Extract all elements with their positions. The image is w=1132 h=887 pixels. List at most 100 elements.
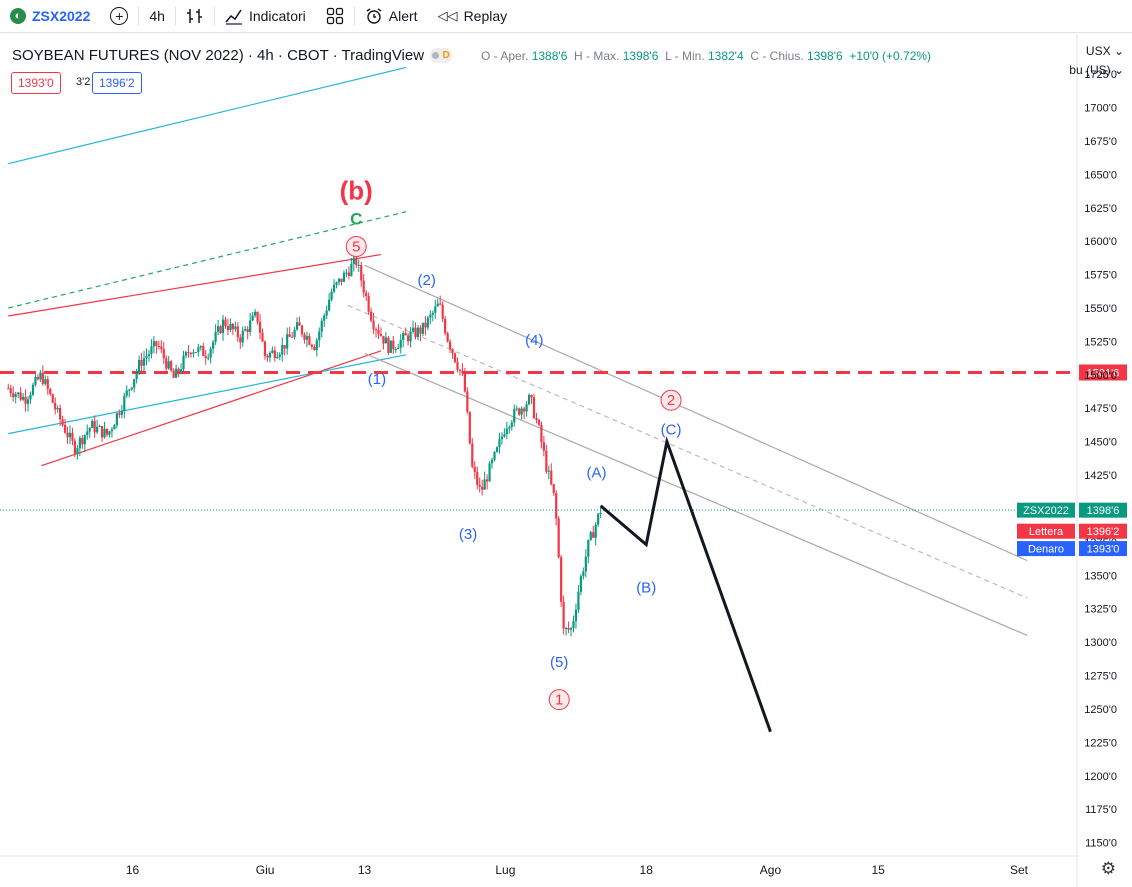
candle-body (399, 339, 402, 348)
candle-body (510, 422, 513, 428)
candle-body (88, 427, 91, 432)
candle-body (155, 341, 158, 346)
projection-path (599, 436, 772, 733)
indicators-button[interactable]: Indicatori (215, 0, 316, 33)
y-tick-label: 1525'0 (1084, 336, 1117, 348)
interval-button[interactable]: 4h (139, 0, 175, 33)
candle-body (305, 336, 309, 340)
candle-body (133, 379, 136, 388)
price-chart[interactable]: 1501'6 (b) C 5 (2) (1) (4) (3) (5) 1 (A) (B) 2 (C) 1… (0, 34, 1132, 887)
price-tag-value: 1393'0 (1087, 544, 1120, 556)
candle-body (562, 601, 565, 629)
currency-selector[interactable]: USX ⌄ (1086, 44, 1124, 58)
price-tag-value-box (1079, 541, 1127, 557)
candle-body (532, 397, 536, 419)
chart-type-button[interactable] (176, 0, 214, 33)
chart-title: SOYBEAN FUTURES (NOV 2022) · 4h · CBOT ·… (12, 47, 425, 64)
candle-body (244, 329, 247, 331)
price-tag-name-box (1017, 502, 1075, 518)
candle-body (357, 264, 360, 266)
candle-body (59, 408, 62, 420)
candle-body (216, 326, 220, 332)
candle-body (564, 628, 568, 630)
wave-label: 1 (555, 692, 563, 709)
y-tick-label: 1725'0 (1084, 69, 1117, 81)
candle-body (594, 524, 597, 538)
candle-body (100, 425, 104, 438)
replay-button[interactable]: ◁◁ Replay (428, 0, 518, 33)
sell-button[interactable]: 1393'0 (11, 72, 61, 94)
candles (7, 251, 602, 637)
toolbar-divider (213, 6, 215, 26)
candle-body (66, 432, 69, 438)
candle-body (513, 408, 516, 423)
symbol-logo-icon: ◐ (10, 8, 26, 24)
candle-body (197, 347, 200, 353)
candle-body (110, 429, 114, 432)
candle-body (374, 329, 378, 331)
candle-body (118, 413, 121, 415)
unit-selector[interactable]: bu (US) ⌄ (1069, 63, 1124, 77)
candle-body (160, 346, 163, 349)
candle-body (542, 442, 545, 451)
alert-button[interactable]: Alert (355, 0, 428, 33)
candle-body (488, 463, 491, 482)
ohlc-open-label: O - Aper. (481, 49, 529, 63)
toolbar-divider (138, 6, 140, 26)
candle-body (471, 443, 474, 467)
candle-body (515, 408, 518, 410)
y-tick-label: 1550'0 (1084, 303, 1117, 315)
candle-body (86, 431, 89, 436)
candle-body (256, 311, 259, 322)
status-dot-icon (432, 52, 440, 59)
candle-body (579, 576, 582, 592)
candle-body (192, 352, 195, 354)
price-tag-name: Lettera (1029, 526, 1064, 538)
resistance-level: 1501'6 (0, 364, 1127, 511)
trend-line (364, 264, 1028, 562)
x-tick-label: 15 (871, 863, 885, 877)
candle-body (451, 349, 454, 354)
candle-body (419, 327, 422, 334)
candle-body (495, 447, 499, 452)
candle-body (387, 337, 390, 353)
candle-body (365, 292, 368, 297)
trend-line (8, 66, 407, 165)
y-tick-label: 1325'0 (1084, 604, 1117, 616)
y-tick-label: 1275'0 (1084, 671, 1117, 683)
candle-body (537, 420, 541, 425)
candle-body (142, 358, 146, 366)
candle-body (379, 334, 383, 336)
candle-body (128, 389, 131, 391)
wave-label: 5 (352, 239, 360, 256)
candle-body (404, 333, 407, 336)
level-tag (1079, 364, 1127, 381)
candle-body (318, 331, 321, 341)
candle-body (249, 320, 252, 332)
candle-body (81, 437, 84, 445)
candle-body (342, 272, 346, 282)
gear-icon[interactable]: ⚙ (1100, 859, 1116, 878)
trend-line (41, 350, 382, 467)
alarm-clock-icon (366, 8, 382, 24)
candle-body (330, 291, 333, 300)
x-tick-label: Lug (495, 863, 515, 877)
candle-body (273, 350, 276, 359)
alert-label: Alert (388, 8, 418, 24)
candle-body (313, 346, 316, 351)
candle-body (490, 459, 494, 464)
compare-symbol-button[interactable]: + (100, 0, 138, 33)
candle-body (14, 394, 17, 398)
layouts-button[interactable] (316, 0, 354, 33)
wave-label: (2) (417, 272, 435, 289)
candle-body (41, 372, 44, 384)
candle-body (421, 322, 425, 334)
candle-body (253, 311, 257, 316)
ohlc-change-value: +10'0 (+0.72%) (849, 49, 932, 63)
symbol-search[interactable]: ◐ ZSX2022 (0, 0, 100, 33)
candle-body (545, 450, 548, 472)
market-status-badge[interactable]: D (430, 48, 453, 63)
y-tick-label: 1250'0 (1084, 704, 1117, 716)
buy-button[interactable]: 1396'2 (92, 72, 142, 94)
candle-body (291, 336, 294, 338)
